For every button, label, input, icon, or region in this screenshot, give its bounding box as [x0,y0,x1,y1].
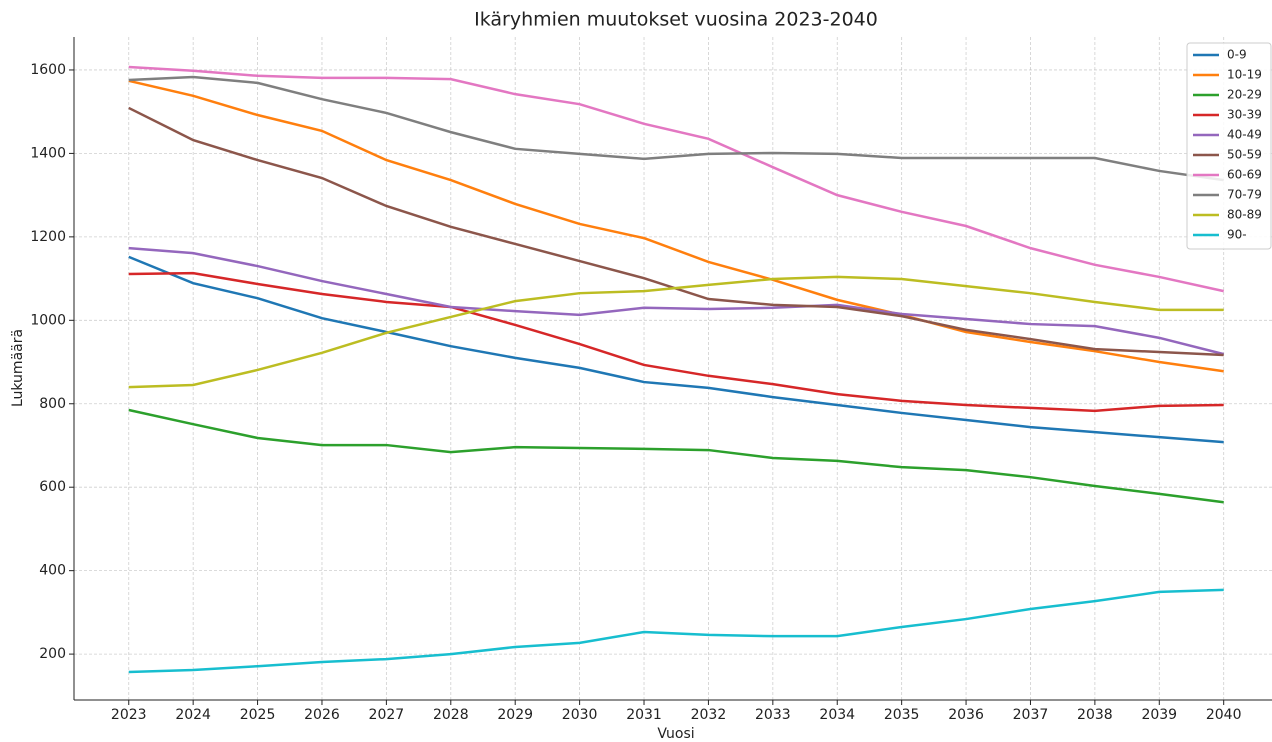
x-tick-label: 2034 [819,707,855,723]
y-tick-label: 400 [39,563,66,579]
legend-label: 70-79 [1227,188,1262,202]
y-tick-label: 1200 [30,229,66,245]
series-line [128,255,1224,444]
series-line [128,246,1224,356]
legend-label: 40-49 [1227,128,1262,142]
series-line [128,106,1224,357]
legend: 0-9 10-19 20-29 30-39 40-49 50-59 60-69 70-79 80… [1186,42,1272,250]
series-line [128,75,1224,182]
x-tick-label: 2038 [1077,707,1113,723]
series-line [128,408,1224,504]
x-tick-label: 2027 [369,707,405,723]
legend-label: 60-69 [1227,168,1262,182]
x-axis-label: Vuosi [657,726,694,742]
legend-label: 80-89 [1227,208,1262,222]
x-tick-label: 2026 [304,707,340,723]
x-tick-label: 2030 [562,707,598,723]
chart-title: Ikäryhmien muutokset vuosina 2023-2040 [474,9,878,31]
series-line [128,271,1224,413]
y-tick-label: 1600 [30,62,66,78]
x-tick-label: 2035 [884,707,920,723]
series-line [128,588,1224,674]
y-tick-label: 800 [39,396,66,412]
y-axis-label: Lukumäärä [10,329,26,407]
x-tick-label: 2040 [1206,707,1242,723]
series-line [128,65,1224,293]
y-tick-label: 1400 [30,145,66,161]
legend-label: 10-19 [1227,68,1262,82]
x-tick-label: 2031 [626,707,662,723]
legend-label: 0-9 [1227,48,1247,62]
legend-label: 30-39 [1227,108,1262,122]
x-tick-label: 2024 [175,707,211,723]
x-tick-label: 2039 [1141,707,1177,723]
legend-label: 50-59 [1227,148,1262,162]
x-tick-label: 2037 [1013,707,1049,723]
series-line [128,275,1224,389]
legend-label: 20-29 [1227,88,1262,102]
y-tick-label: 600 [39,479,66,495]
y-tick-label: 200 [39,646,66,662]
x-tick-label: 2029 [497,707,533,723]
x-tick-label: 2028 [433,707,469,723]
x-tick-label: 2033 [755,707,791,723]
x-tick-label: 2036 [948,707,984,723]
legend-label: 90- [1227,228,1247,242]
y-tick-label: 1000 [30,312,66,328]
x-tick-label: 2023 [111,707,147,723]
series-line [128,79,1224,373]
x-tick-label: 2025 [240,707,276,723]
x-tick-label: 2032 [691,707,727,723]
